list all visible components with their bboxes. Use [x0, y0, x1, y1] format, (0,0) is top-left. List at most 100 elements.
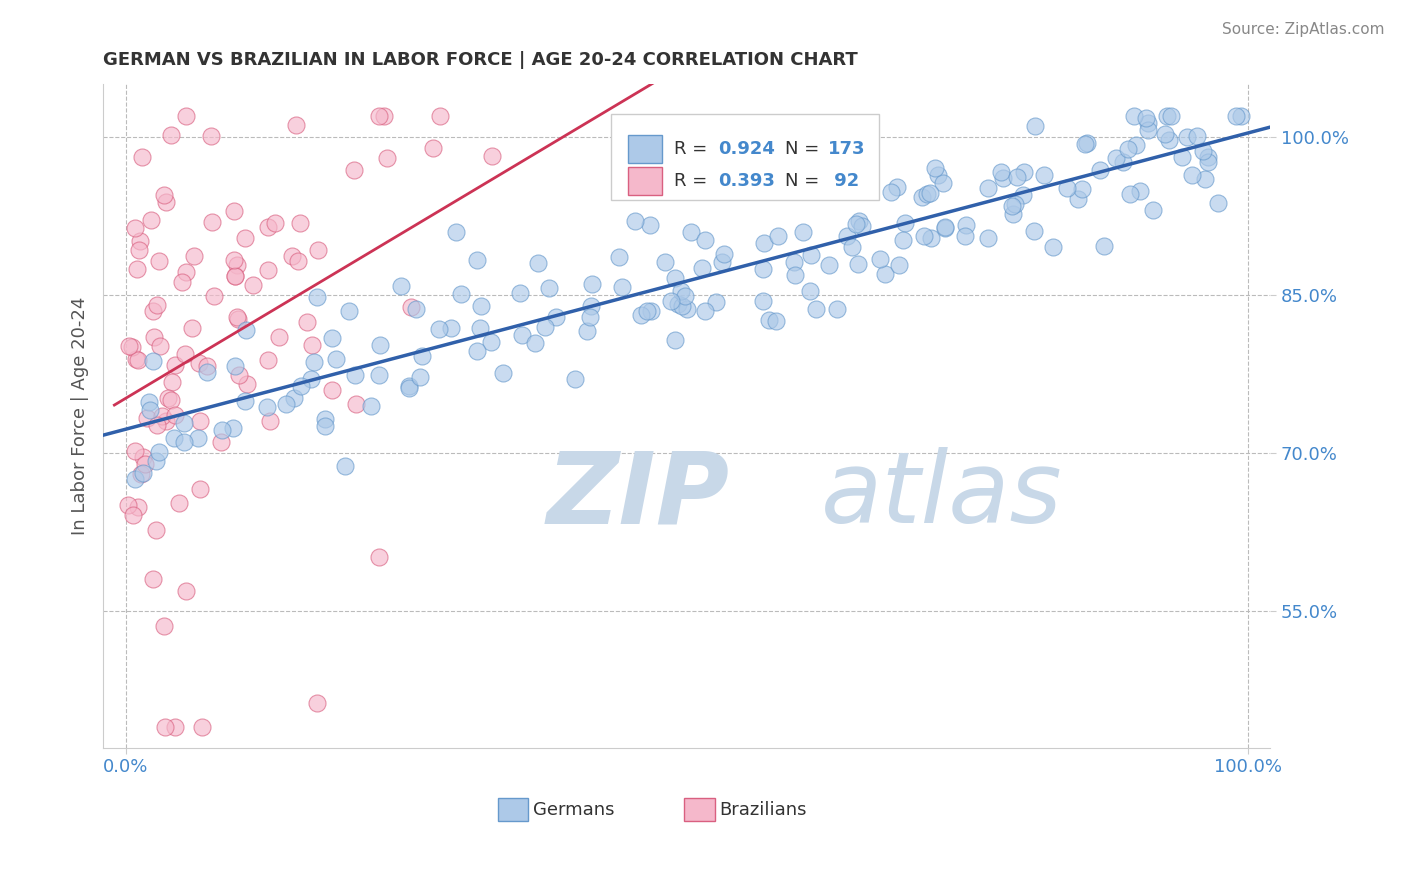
Point	[129, 234, 152, 248]
Point	[848, 214, 870, 228]
Point	[399, 301, 422, 315]
Point	[301, 337, 323, 351]
Point	[222, 420, 245, 434]
Point	[145, 524, 167, 538]
FancyBboxPatch shape	[685, 798, 714, 821]
Point	[693, 303, 716, 318]
Point	[1135, 111, 1157, 125]
Point	[640, 303, 662, 318]
Point	[335, 458, 357, 473]
Point	[131, 466, 153, 480]
Point	[368, 338, 391, 352]
Point	[256, 401, 278, 415]
Point	[579, 299, 602, 313]
Point	[287, 254, 309, 268]
Point	[173, 347, 195, 361]
Point	[127, 352, 149, 367]
Point	[405, 301, 427, 316]
Point	[131, 467, 153, 482]
Point	[228, 368, 250, 382]
Text: 0.393: 0.393	[718, 172, 775, 190]
Point	[142, 304, 165, 318]
Point	[912, 228, 935, 243]
Y-axis label: In Labor Force | Age 20-24: In Labor Force | Age 20-24	[72, 297, 89, 535]
Point	[880, 186, 903, 200]
Point	[894, 216, 917, 230]
Point	[209, 435, 232, 450]
Text: 92: 92	[828, 172, 859, 190]
Point	[523, 336, 546, 351]
Point	[624, 214, 647, 228]
Point	[1157, 133, 1180, 147]
Point	[752, 235, 775, 250]
Point	[283, 391, 305, 405]
Point	[468, 321, 491, 335]
Point	[671, 300, 693, 314]
Point	[132, 450, 155, 464]
Point	[1206, 196, 1229, 211]
Point	[224, 268, 246, 283]
Point	[134, 458, 156, 472]
Point	[1071, 182, 1094, 196]
Point	[314, 419, 336, 434]
Point	[671, 284, 693, 298]
Point	[233, 394, 256, 409]
Point	[1004, 197, 1026, 211]
Point	[163, 358, 186, 372]
Point	[188, 482, 211, 496]
Point	[1181, 168, 1204, 182]
Point	[664, 271, 686, 285]
Point	[666, 297, 689, 311]
Point	[1116, 142, 1139, 156]
Point	[138, 395, 160, 409]
Point	[1000, 199, 1022, 213]
Point	[911, 190, 934, 204]
Point	[465, 344, 488, 359]
Point	[321, 383, 343, 397]
Point	[659, 294, 682, 309]
Point	[676, 302, 699, 317]
Point	[127, 500, 149, 515]
Point	[167, 496, 190, 510]
Point	[160, 393, 183, 408]
Point	[804, 302, 827, 317]
Point	[367, 368, 389, 383]
Point	[681, 225, 703, 239]
Point	[818, 258, 841, 272]
Point	[934, 220, 956, 235]
Point	[153, 619, 176, 633]
Point	[845, 217, 868, 231]
Point	[990, 165, 1012, 179]
Point	[1067, 192, 1090, 206]
Point	[1073, 137, 1095, 152]
Point	[150, 409, 173, 423]
Point	[704, 295, 727, 310]
Point	[235, 231, 257, 245]
Point	[398, 381, 420, 395]
Point	[367, 109, 389, 123]
Point	[117, 338, 139, 352]
Point	[1142, 202, 1164, 217]
Point	[125, 262, 148, 277]
Point	[1024, 224, 1046, 238]
Point	[163, 409, 186, 423]
Point	[891, 233, 914, 247]
Point	[1185, 129, 1208, 144]
Point	[927, 169, 949, 183]
Point	[751, 294, 773, 309]
Text: Brazilians: Brazilians	[720, 801, 807, 819]
Point	[1160, 109, 1182, 123]
Point	[180, 321, 202, 335]
Point	[377, 152, 399, 166]
Text: 173: 173	[828, 140, 866, 158]
Point	[302, 355, 325, 369]
Point	[920, 186, 942, 200]
Point	[191, 720, 214, 734]
Point	[1012, 188, 1035, 202]
Point	[1175, 130, 1198, 145]
Point	[173, 434, 195, 449]
Point	[299, 372, 322, 386]
Point	[953, 228, 976, 243]
Point	[197, 359, 219, 373]
Point	[290, 379, 312, 393]
